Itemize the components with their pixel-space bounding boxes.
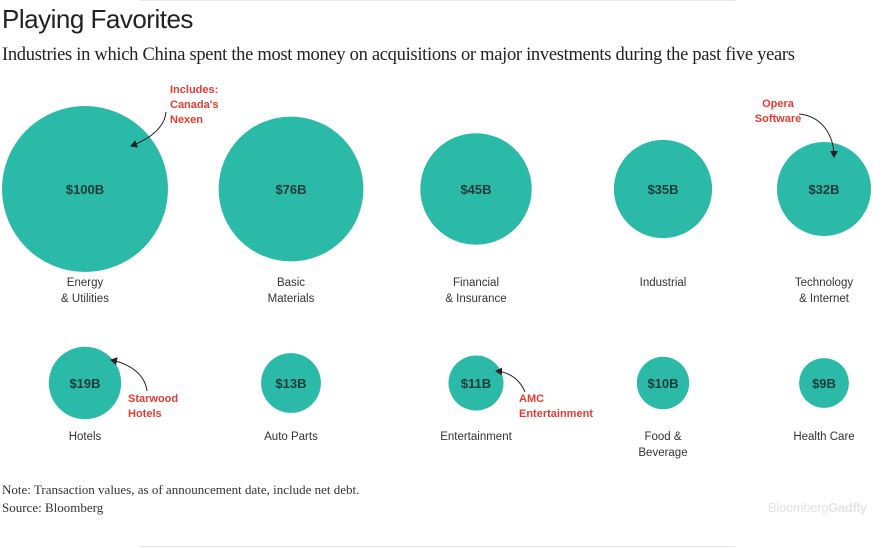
category-label-basic-materials: Basic: [277, 277, 305, 289]
chart-source: Source: Bloomberg: [2, 500, 104, 515]
annotation-text: Hotels: [128, 408, 162, 420]
value-label-hotels: $19B: [69, 376, 100, 391]
value-label-health-care: $9B: [812, 376, 836, 391]
value-label-food-beverage: $10B: [647, 376, 678, 391]
bubble-technology-internet: [777, 142, 871, 236]
bubble-health-care: [799, 358, 849, 408]
annotation-arrow: [110, 357, 148, 392]
category-label-health-care: Health Care: [793, 431, 854, 443]
logo-part-gadfly: Gadfly: [828, 500, 867, 515]
value-label-industrial: $35B: [647, 182, 678, 197]
bubble-industrial: [613, 139, 713, 239]
category-label-industrial: Industrial: [640, 277, 687, 289]
logo-part-bloomberg: Bloomberg: [768, 500, 829, 515]
value-label-technology-internet: $32B: [808, 182, 839, 197]
category-label-technology-internet: & Internet: [799, 293, 850, 305]
annotation-text: Nexen: [170, 114, 203, 126]
value-label-entertainment: $11B: [461, 376, 491, 391]
bubble-hotels: [48, 346, 122, 420]
annotation-text: Software: [755, 113, 801, 125]
annotation-arrow: [130, 111, 167, 148]
category-label-financial-insurance: & Insurance: [445, 293, 506, 305]
annotation-text: Canada's: [170, 99, 218, 111]
bubble-basic-materials: [218, 116, 364, 262]
annotations-group: Includes: Canada's Nexen Opera Software Starw…: [110, 84, 838, 420]
category-label-food-beverage: Food &: [644, 431, 681, 443]
category-label-entertainment: Entertainment: [440, 431, 512, 443]
value-label-basic-materials: $76B: [275, 182, 306, 197]
annotation-text: Entertainment: [519, 408, 593, 420]
chart-note: Note: Transaction values, as of announce…: [2, 482, 360, 497]
category-label-auto-parts: Auto Parts: [264, 431, 318, 443]
category-label-energy-utilities: Energy: [67, 277, 104, 289]
value-label-energy-utilities: $100B: [66, 182, 104, 197]
annotation-arrow: [798, 113, 838, 158]
bubble-entertainment: [448, 355, 504, 411]
annotation-text: Includes:: [170, 84, 218, 96]
bubble-financial-insurance: [420, 133, 532, 245]
value-label-auto-parts: $13B: [275, 376, 306, 391]
category-label-basic-materials: Materials: [268, 293, 315, 305]
category-label-energy-utilities: & Utilities: [61, 293, 109, 305]
bottom-divider: [140, 546, 735, 547]
bloomberg-gadfly-logo: BloombergGadfly: [768, 500, 867, 515]
chart-subtitle: Industries in which China spent the most…: [2, 45, 795, 65]
bubble-food-beverage: [636, 356, 690, 410]
value-label-financial-insurance: $45B: [460, 182, 491, 197]
top-divider: [140, 0, 735, 1]
annotation-text: Opera: [762, 98, 795, 110]
bubbles-group: $100B Energy & Utilities $76B Basic Materials…: [2, 106, 871, 459]
category-label-financial-insurance: Financial: [453, 277, 499, 289]
category-label-food-beverage: Beverage: [638, 447, 687, 459]
annotation-text: AMC: [519, 393, 544, 405]
category-label-hotels: Hotels: [69, 431, 102, 443]
annotation-text: Starwood: [128, 393, 178, 405]
bubble-auto-parts: [261, 353, 321, 413]
category-label-technology-internet: Technology: [795, 277, 853, 289]
annotation-arrow: [495, 367, 526, 393]
bubble-energy-utilities: [2, 106, 168, 272]
chart-title: Playing Favorites: [2, 4, 193, 34]
